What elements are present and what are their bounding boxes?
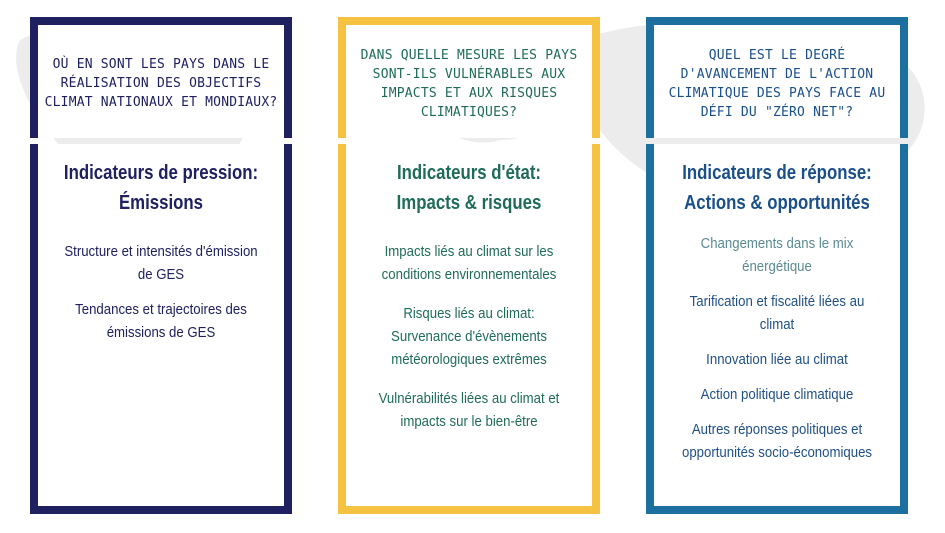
state-column: Dans quelle mesure les pays sont-ils vul… (338, 0, 600, 533)
response-item: Autres réponses politiques et opportunit… (681, 421, 873, 461)
response-item: Tarification et fiscalité liées au clima… (689, 293, 865, 333)
state-item: Impacts liés au climat sur les condition… (381, 243, 557, 283)
response-item: Action politique climatique (700, 386, 854, 403)
response-title-line1: Indicateurs de réponse: (682, 162, 872, 184)
response-item: Changements dans le mix énergétique (700, 235, 854, 275)
response-column: Quel est le degré d'avancement de l'acti… (646, 0, 908, 533)
response-indicator-box: Indicateurs de réponse: Actions & opport… (646, 144, 908, 514)
pressure-question: Où en sont les pays dans le réalisation … (30, 17, 292, 138)
state-question-text: Dans quelle mesure les pays sont-ils vul… (360, 47, 578, 120)
response-question: Quel est le degré d'avancement de l'acti… (646, 17, 908, 138)
pressure-indicator-box: Indicateurs de pression: Émissions Struc… (30, 144, 292, 514)
state-title-line2: Impacts & risques (396, 192, 542, 214)
response-question-text: Quel est le degré d'avancement de l'acti… (668, 47, 886, 120)
response-title-line2: Actions & opportunités (684, 192, 870, 214)
response-item: Innovation liée au climat (706, 351, 848, 368)
pressure-item: Tendances et trajectoires des émissions … (75, 301, 247, 341)
pressure-question-text: Où en sont les pays dans le réalisation … (44, 57, 278, 110)
pressure-title-line2: Émissions (118, 192, 204, 214)
state-indicator-box: Indicateurs d'état: Impacts & risques Im… (338, 144, 600, 514)
state-item: Risques liés au climat: Survenance d'évè… (391, 305, 547, 368)
state-item: Vulnérabilités liées au climat et impact… (378, 390, 560, 430)
pressure-column: Où en sont les pays dans le réalisation … (30, 0, 292, 533)
pressure-item: Structure et intensités d'émission de GE… (64, 243, 258, 283)
state-question: Dans quelle mesure les pays sont-ils vul… (338, 17, 600, 138)
pressure-title-line1: Indicateurs de pression: (63, 162, 259, 184)
state-title-line1: Indicateurs d'état: (396, 162, 542, 184)
